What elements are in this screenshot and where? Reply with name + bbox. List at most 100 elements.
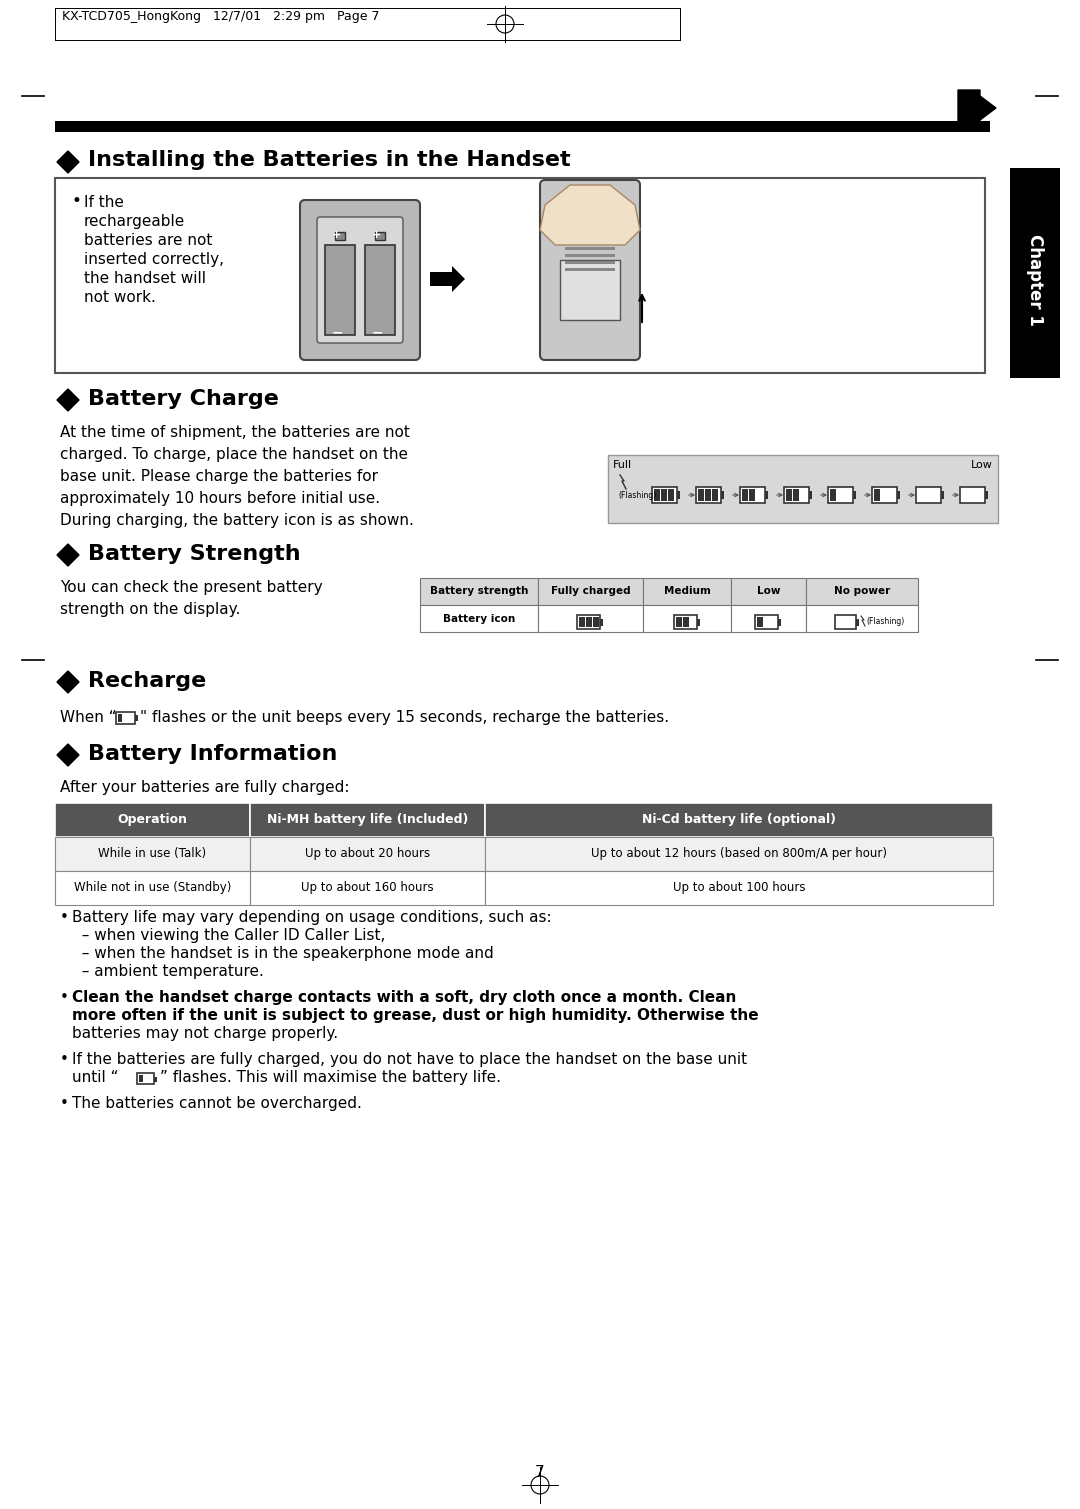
- Bar: [916, 487, 941, 502]
- Bar: [765, 490, 768, 499]
- Bar: [731, 578, 806, 605]
- Bar: [249, 803, 485, 837]
- Bar: [577, 616, 600, 629]
- Text: KX-TCD705_HongKong   12/7/01   2:29 pm   Page 7: KX-TCD705_HongKong 12/7/01 2:29 pm Page …: [62, 11, 379, 23]
- Text: •: •: [60, 990, 69, 1005]
- Bar: [139, 1074, 143, 1082]
- Bar: [593, 617, 599, 628]
- Bar: [755, 616, 778, 629]
- Text: After your batteries are fully charged:: After your batteries are fully charged:: [60, 780, 350, 795]
- Bar: [676, 617, 681, 628]
- Text: During charging, the battery icon is as shown.: During charging, the battery icon is as …: [60, 513, 414, 528]
- Bar: [835, 616, 856, 629]
- FancyBboxPatch shape: [300, 201, 420, 361]
- Polygon shape: [57, 151, 79, 174]
- Text: more often if the unit is subject to grease, dust or high humidity. Otherwise th: more often if the unit is subject to gre…: [72, 1008, 758, 1023]
- Polygon shape: [57, 672, 79, 693]
- Bar: [55, 121, 990, 131]
- Text: Full: Full: [613, 460, 632, 469]
- Text: •: •: [60, 1052, 69, 1067]
- Bar: [485, 837, 993, 871]
- Bar: [742, 489, 748, 501]
- Text: Up to about 20 hours: Up to about 20 hours: [305, 848, 430, 860]
- Bar: [828, 487, 853, 502]
- Bar: [757, 617, 762, 628]
- Text: Clean the handset charge contacts with a soft, dry cloth once a month. Clean: Clean the handset charge contacts with a…: [72, 990, 737, 1005]
- Bar: [778, 619, 781, 626]
- Text: – when the handset is in the speakerphone mode and: – when the handset is in the speakerphon…: [72, 946, 494, 961]
- Text: Chapter 1: Chapter 1: [1026, 234, 1044, 326]
- Text: – ambient temperature.: – ambient temperature.: [72, 964, 264, 979]
- Text: until “: until “: [72, 1070, 119, 1085]
- Bar: [600, 619, 603, 626]
- Text: Battery Charge: Battery Charge: [87, 389, 279, 409]
- Bar: [696, 487, 721, 502]
- Polygon shape: [540, 186, 640, 244]
- Bar: [365, 244, 395, 335]
- Bar: [784, 487, 809, 502]
- Polygon shape: [958, 91, 996, 125]
- Polygon shape: [57, 545, 79, 566]
- Text: ” flashes. This will maximise the battery life.: ” flashes. This will maximise the batter…: [160, 1070, 501, 1085]
- Bar: [731, 605, 806, 632]
- Bar: [538, 578, 643, 605]
- Text: Battery life may vary depending on usage conditions, such as:: Battery life may vary depending on usage…: [72, 910, 552, 925]
- Text: •: •: [60, 1096, 69, 1111]
- Polygon shape: [57, 744, 79, 767]
- Bar: [561, 260, 620, 320]
- Bar: [565, 254, 615, 257]
- Bar: [721, 490, 724, 499]
- Bar: [985, 490, 988, 499]
- Bar: [712, 489, 718, 501]
- Bar: [55, 803, 249, 837]
- Bar: [872, 487, 897, 502]
- Bar: [654, 489, 660, 501]
- Bar: [669, 489, 674, 501]
- Polygon shape: [57, 389, 79, 410]
- Text: Battery icon: Battery icon: [443, 614, 515, 623]
- Bar: [375, 232, 384, 240]
- Bar: [586, 617, 592, 628]
- Bar: [579, 617, 585, 628]
- Bar: [135, 715, 138, 721]
- Text: No power: No power: [834, 587, 890, 596]
- Bar: [661, 489, 667, 501]
- Text: •: •: [60, 910, 69, 925]
- Bar: [154, 1077, 157, 1082]
- Text: Ni-Cd battery life (optional): Ni-Cd battery life (optional): [642, 813, 836, 827]
- Bar: [697, 619, 700, 626]
- Text: batteries may not charge properly.: batteries may not charge properly.: [72, 1026, 338, 1041]
- Text: inserted correctly,: inserted correctly,: [84, 252, 224, 267]
- Polygon shape: [430, 266, 465, 293]
- Bar: [420, 578, 538, 605]
- Bar: [897, 490, 900, 499]
- Bar: [643, 578, 731, 605]
- Bar: [853, 490, 856, 499]
- Bar: [1010, 167, 1059, 377]
- Bar: [55, 871, 249, 905]
- Text: Installing the Batteries in the Handset: Installing the Batteries in the Handset: [87, 149, 570, 171]
- Text: rechargeable: rechargeable: [84, 214, 186, 229]
- Bar: [831, 489, 836, 501]
- Bar: [793, 489, 799, 501]
- Bar: [677, 490, 680, 499]
- Bar: [565, 247, 615, 250]
- Text: Low: Low: [971, 460, 993, 469]
- Bar: [116, 712, 135, 724]
- Bar: [698, 489, 704, 501]
- Text: At the time of shipment, the batteries are not: At the time of shipment, the batteries a…: [60, 426, 410, 441]
- Text: If the batteries are fully charged, you do not have to place the handset on the : If the batteries are fully charged, you …: [72, 1052, 747, 1067]
- Bar: [538, 605, 643, 632]
- Bar: [249, 871, 485, 905]
- Bar: [137, 1073, 154, 1083]
- Text: Low: Low: [757, 587, 780, 596]
- Text: Battery strength: Battery strength: [430, 587, 528, 596]
- Bar: [874, 489, 880, 501]
- Bar: [335, 232, 345, 240]
- Text: While in use (Talk): While in use (Talk): [98, 848, 206, 860]
- FancyBboxPatch shape: [318, 217, 403, 343]
- FancyBboxPatch shape: [540, 180, 640, 361]
- Text: Battery Information: Battery Information: [87, 744, 337, 764]
- Bar: [806, 605, 918, 632]
- Text: strength on the display.: strength on the display.: [60, 602, 241, 617]
